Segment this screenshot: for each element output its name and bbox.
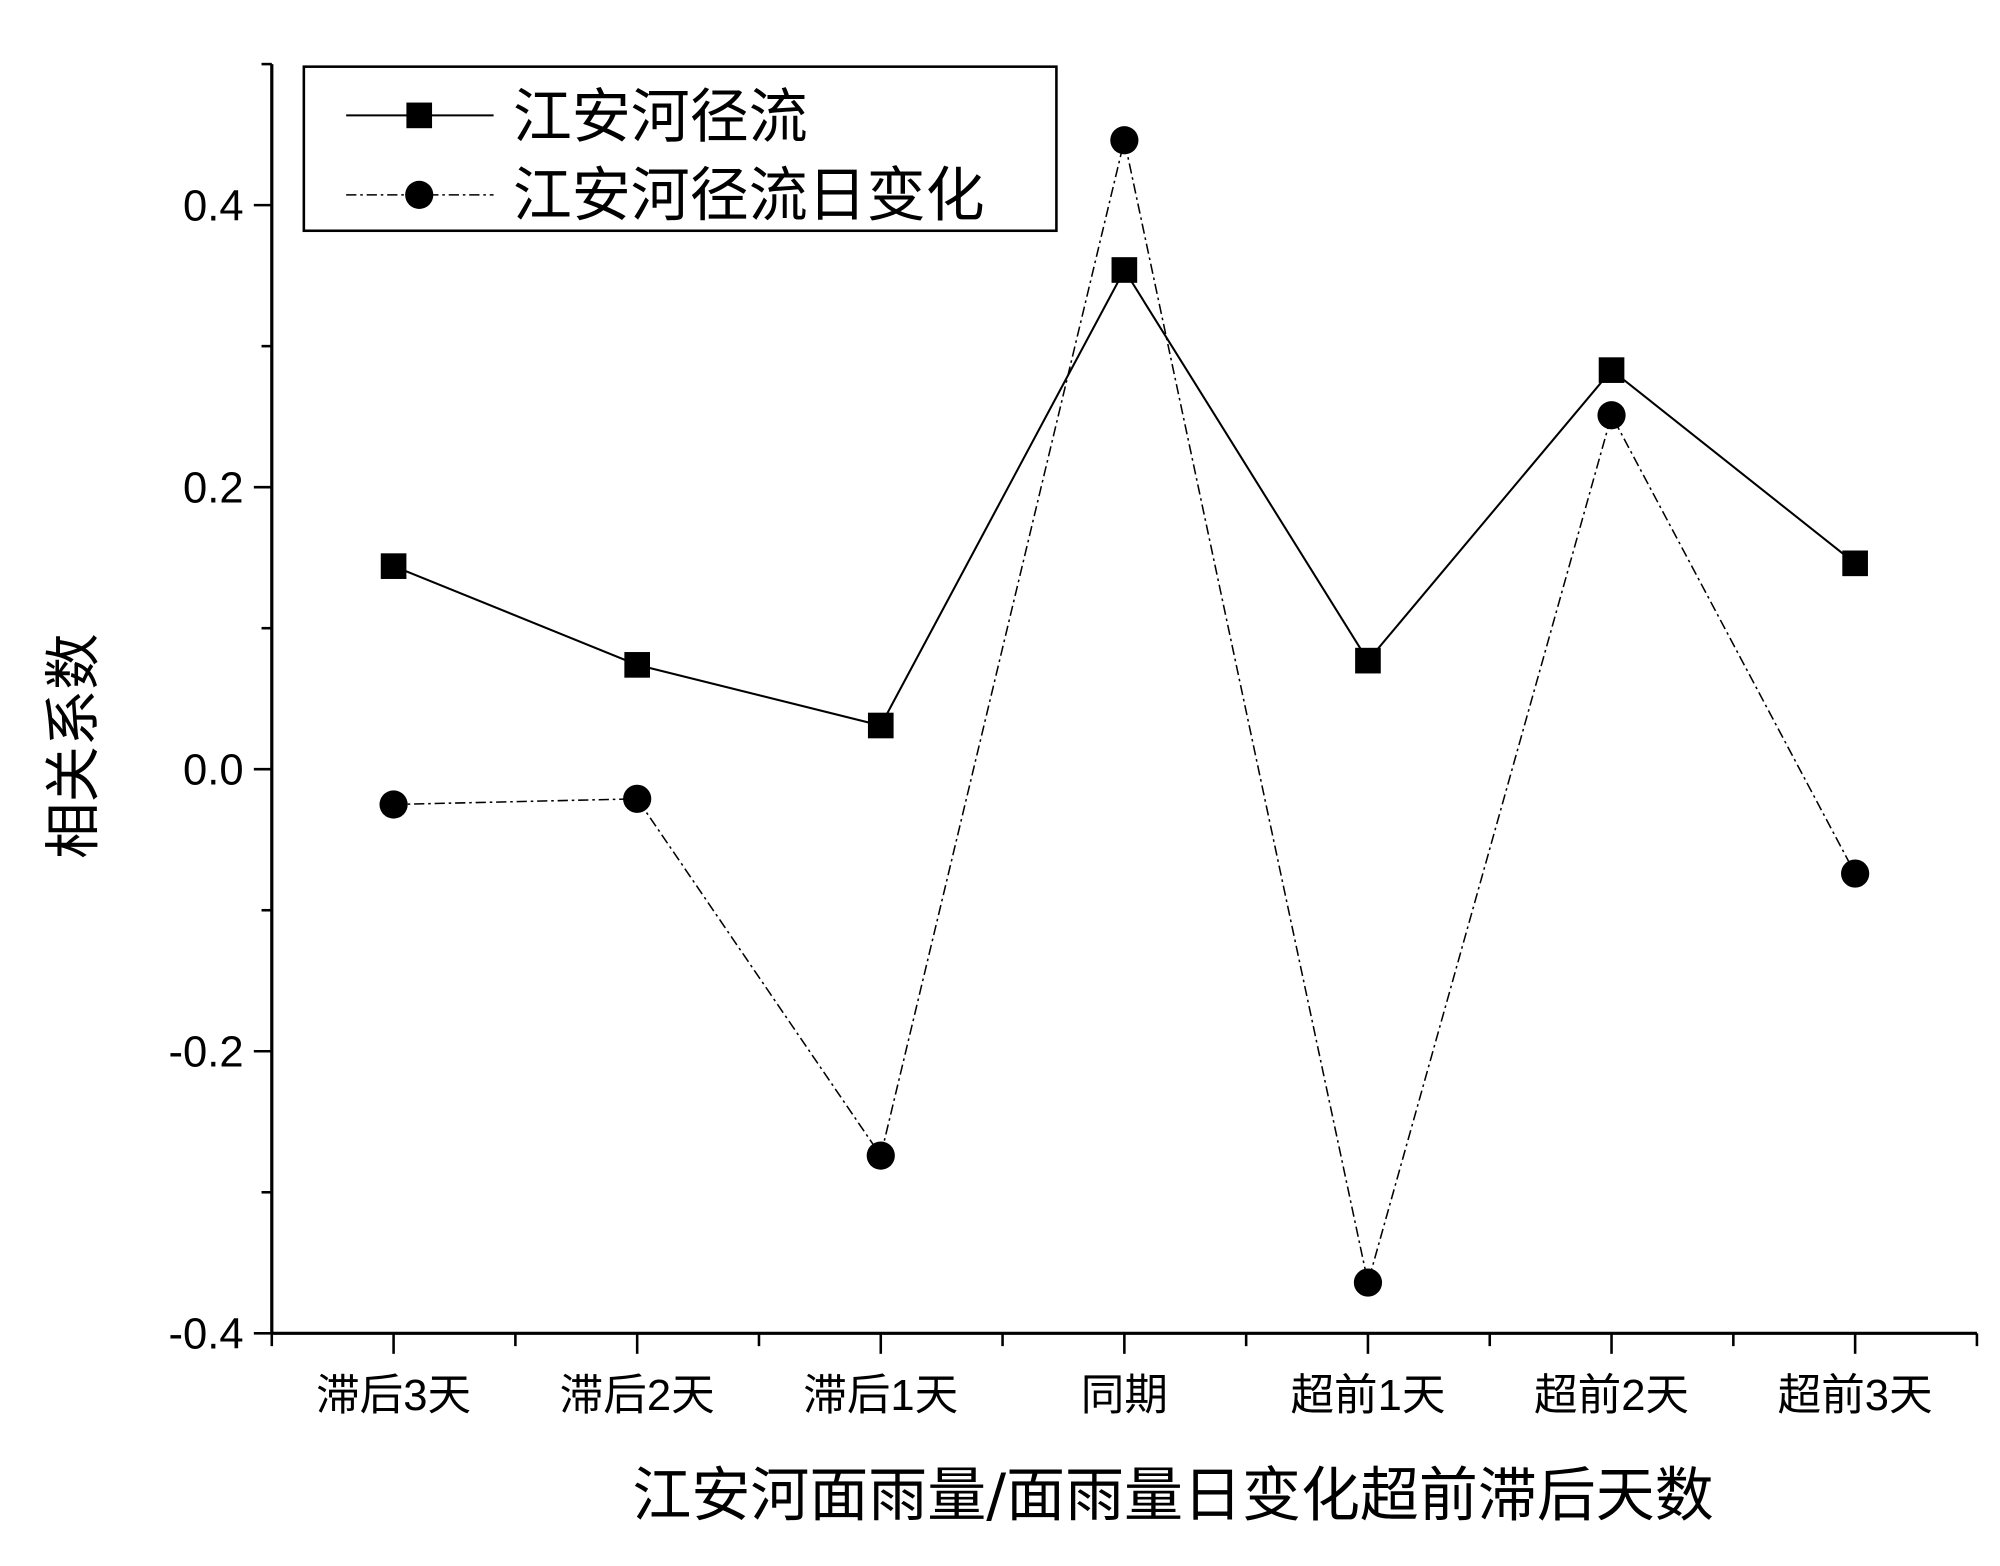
y-tick-label: 0.0	[183, 747, 244, 795]
x-tick-label: 滞后1天	[803, 1372, 958, 1420]
x-tick-label: 滞后2天	[560, 1372, 715, 1420]
data-point-square	[1598, 357, 1625, 383]
x-tick-label: 超前3天	[1778, 1372, 1933, 1420]
x-tick-label: 滞后3天	[316, 1372, 471, 1420]
legend-marker-square	[406, 102, 433, 129]
data-point-circle	[379, 790, 408, 819]
x-tick-label: 超前2天	[1534, 1372, 1689, 1420]
y-tick-label: -0.2	[168, 1029, 243, 1077]
axes: -0.4 -0.2 0.0 0.2 0.4 滞后3天 滞后2天 滞后1天 同期 超前1天 超前2天 超…	[168, 62, 1979, 1420]
data-point-square	[380, 553, 407, 579]
x-tick-label: 同期	[1081, 1372, 1168, 1420]
data-point-circle	[866, 1141, 895, 1170]
y-tick-label: -0.4	[168, 1311, 243, 1359]
data-point-square	[1842, 550, 1868, 577]
legend-marker-circle	[405, 180, 434, 209]
data-point-circle	[1353, 1268, 1383, 1297]
data-point-square	[1111, 257, 1138, 283]
data-point-circle	[623, 784, 652, 813]
data-point-circle	[1597, 401, 1626, 430]
series-line-0	[393, 267, 1856, 727]
legend: 江安河径流 江安河径流日变化	[302, 65, 1058, 233]
data-point-square	[867, 712, 894, 739]
legend-label-1: 江安河径流日变化	[513, 160, 985, 229]
data-point-square	[624, 652, 650, 678]
series-line-1	[393, 140, 1856, 1283]
series-layer	[379, 126, 1870, 1297]
data-point-circle	[1110, 126, 1139, 155]
x-tick-label: 超前1天	[1290, 1372, 1445, 1420]
x-axis-title: 江安河面雨量/面雨量日变化超前滞后天数	[632, 1460, 1713, 1529]
y-tick-label: 0.2	[183, 465, 244, 513]
legend-label-0: 江安河径流	[513, 82, 808, 151]
data-point-circle	[1841, 859, 1870, 888]
y-axis-title: 相关系数	[41, 633, 106, 859]
y-tick-label: 0.4	[183, 183, 244, 231]
legend-box	[302, 65, 1058, 233]
data-point-square	[1355, 647, 1381, 674]
